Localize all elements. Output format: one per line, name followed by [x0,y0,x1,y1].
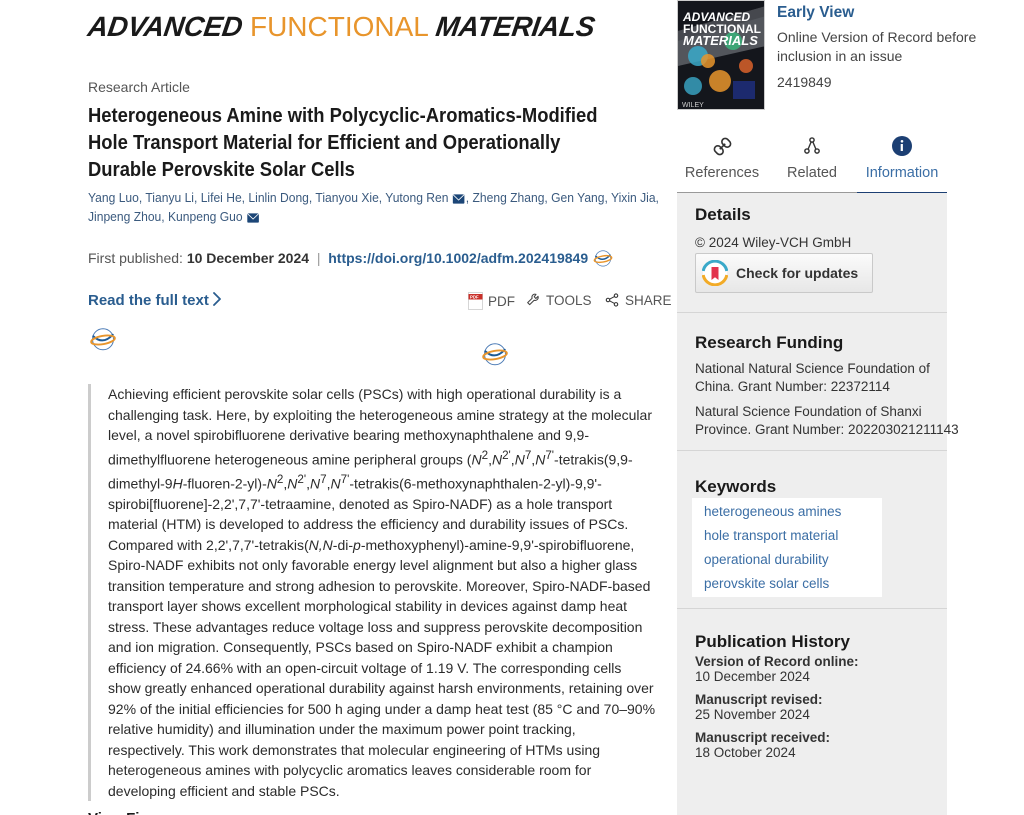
svg-text:MATERIALS: MATERIALS [683,33,758,48]
svg-text:PDF: PDF [470,295,479,300]
svg-text:WILEY: WILEY [682,102,704,109]
